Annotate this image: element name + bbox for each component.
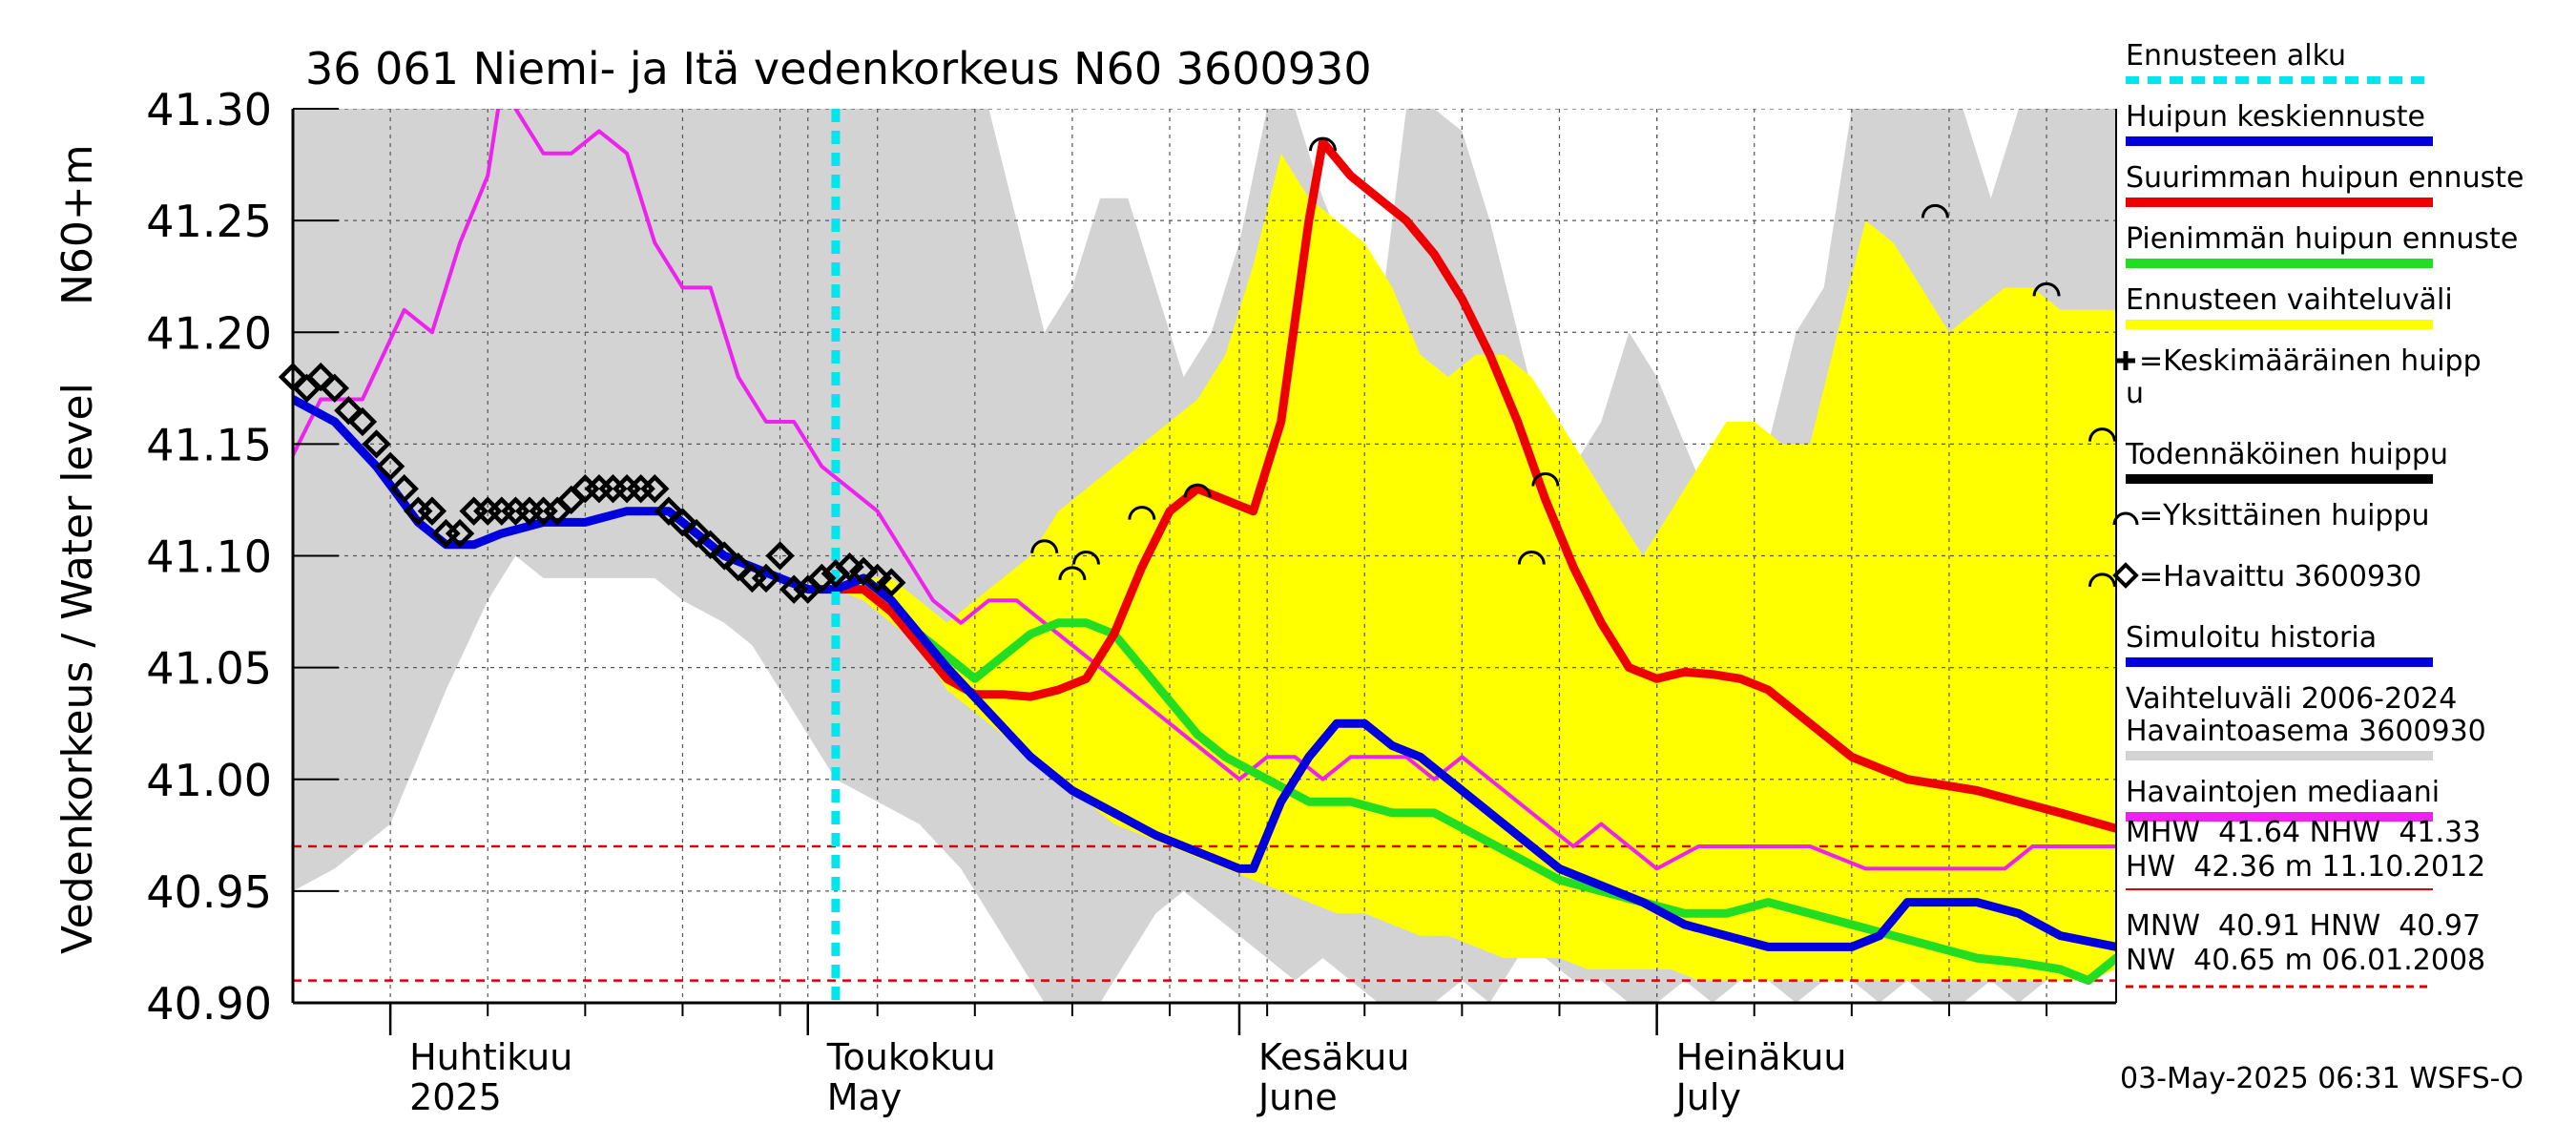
single-peak-point [1309, 136, 1337, 152]
legend-label: Todennäköinen huippu [2125, 438, 2448, 471]
legend: Ennusteen alku Huipun keskiennuste Suurimm… [2112, 39, 2524, 822]
observation-point [347, 406, 378, 437]
single-peak-markers [1030, 136, 2116, 588]
legend-label: Simuloitu historia [2126, 621, 2377, 655]
legend-arc-icon [2112, 511, 2139, 526]
stats-row-4: NW 40.65 m 06.01.2008 [2126, 944, 2485, 977]
observation-point [765, 541, 795, 571]
single-peak-point [1128, 506, 1156, 520]
legend-label: Havaintojen mediaani [2126, 776, 2440, 809]
single-peak-point [2088, 572, 2116, 588]
legend-diamond-icon [2112, 562, 2139, 589]
legend-label: =Havaittu 3600930 [2139, 560, 2421, 593]
observation-point [362, 429, 391, 459]
single-peak-point [1183, 483, 1212, 498]
single-peak-point [1058, 566, 1087, 581]
plot-area: 41.30 41.25 41.20 41.15 41.10 41.05 41.00 40.95… [146, 84, 2117, 1118]
single-peak-point [1531, 472, 1560, 487]
observation-point [417, 496, 447, 526]
single-peak-point [1030, 539, 1059, 553]
x-month-sublabel: May [827, 1076, 903, 1118]
y-tick-label: 40.90 [146, 978, 272, 1030]
observation-point [862, 563, 892, 593]
x-month-label: Toukokuu [826, 1036, 996, 1078]
plot-clip-group [293, 109, 2116, 1003]
observation-point [835, 552, 864, 582]
simulated-history-line [293, 395, 2116, 951]
stats-row-1: MHW 41.64 NHW 41.33 [2126, 816, 2481, 849]
single-peak-point [1921, 203, 1949, 219]
y-tick-label: 41.15 [146, 419, 272, 470]
stats-row-3: MNW 40.91 HNW 40.97 [2126, 909, 2481, 943]
observation-point [877, 568, 906, 597]
stats-row-2: HW 42.36 m 11.10.2012 [2126, 850, 2485, 884]
y-tick-label: 41.10 [146, 531, 272, 583]
legend-label: Ennusteen vaihteluväli [2126, 283, 2453, 317]
x-month-sublabel: June [1257, 1076, 1338, 1118]
y-tick-label: 41.05 [146, 643, 272, 695]
legend-label: Huipun keskiennuste [2126, 100, 2425, 134]
legend-label: =Yksittäinen huippu [2139, 499, 2430, 532]
y-axis-unit: N60+m [53, 144, 102, 305]
single-peak-point [1072, 551, 1100, 565]
observation-point [389, 474, 419, 504]
y-tick-label: 40.95 [146, 866, 272, 918]
legend-label: =Keskimääräinen huipp [2139, 344, 2482, 378]
legend-label: Pienimmän huipun ennuste [2126, 222, 2518, 256]
stats-panel: MHW 41.64 NHW 41.33 HW 42.36 m 11.10.201… [2126, 816, 2485, 989]
observation-point [445, 518, 475, 549]
legend-label: Suurimman huipun ennuste [2126, 161, 2524, 195]
observation-point [375, 451, 405, 481]
single-peak-point [2088, 427, 2116, 442]
observation-point [751, 563, 781, 593]
x-month-sublabel: July [1674, 1076, 1741, 1118]
forecast-range-band [835, 153, 2116, 981]
grid [293, 109, 2116, 1003]
legend-plus-icon [2116, 351, 2135, 370]
x-month-sublabel: 2025 [409, 1076, 502, 1118]
legend-label: Vaihteluväli 2006-2024 [2126, 682, 2457, 716]
max-peak-forecast-line [831, 137, 2116, 833]
observation-markers [278, 362, 906, 604]
observation-point [848, 556, 879, 587]
observation-point [320, 373, 349, 403]
x-month-label: Kesäkuu [1258, 1036, 1410, 1078]
y-tick-label: 41.25 [146, 196, 272, 247]
min-peak-forecast-line [831, 573, 2116, 986]
legend-label: Ennusteen alku [2126, 39, 2346, 73]
single-peak-point [2032, 281, 2061, 297]
single-peak-point [1517, 551, 1546, 565]
legend-label-line2: u [2126, 377, 2144, 410]
y-axis-label: Vedenkorkeus / Water level [53, 383, 102, 954]
legend-label-line2: Havaintoasema 3600930 [2126, 715, 2486, 748]
x-month-label: Heinäkuu [1676, 1036, 1847, 1078]
x-month-label: Huhtikuu [409, 1036, 572, 1078]
observation-point [640, 474, 670, 504]
y-tick-label: 41.20 [146, 307, 272, 359]
chart-title: 36 061 Niemi- ja Itä vedenkorkeus N60 36… [305, 43, 1372, 94]
timestamp-footer: 03-May-2025 06:31 WSFS-O [2120, 1062, 2524, 1095]
y-tick-label: 41.30 [146, 84, 272, 135]
median-series-line [293, 109, 2116, 871]
observation-point [807, 563, 837, 593]
y-tick-label: 41.00 [146, 755, 272, 806]
